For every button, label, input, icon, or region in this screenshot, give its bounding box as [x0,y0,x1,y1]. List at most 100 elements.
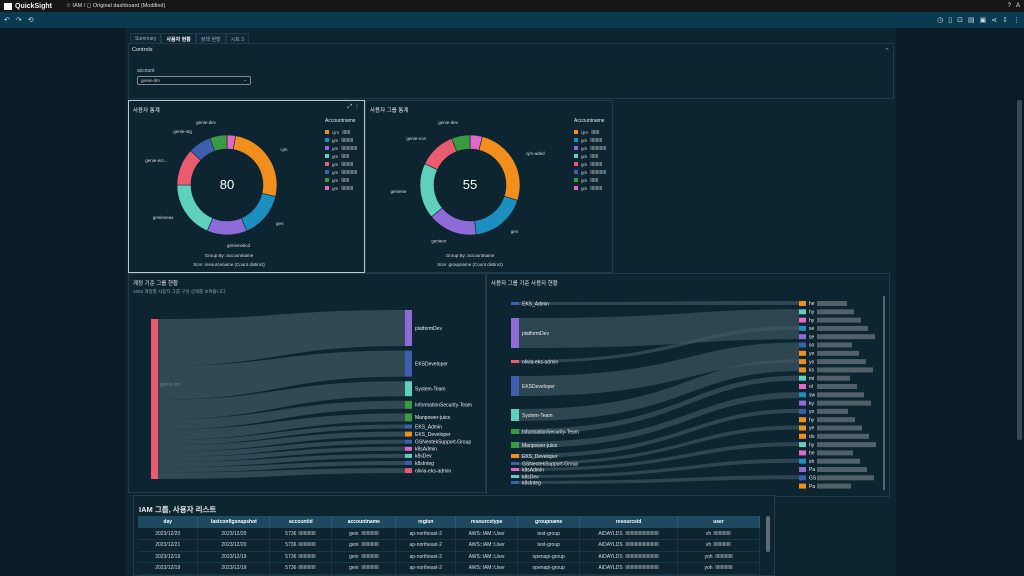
legend-item[interactable]: gm [325,184,357,192]
sankey2-flow[interactable] [519,408,799,458]
sankey1-flow[interactable] [158,439,405,457]
download-icon[interactable]: ⇩ [1002,17,1008,24]
donut-slice[interactable] [240,192,277,232]
sankey2-user-node[interactable] [799,309,806,315]
account-select[interactable]: genie-dm ⌄ [137,76,251,85]
redo-icon[interactable]: ↷ [15,17,22,24]
visual-menu-icon[interactable]: ⤢ ⋮ [347,104,360,110]
sankey2-flow[interactable] [519,309,799,348]
sankey1-flow[interactable] [158,453,405,468]
schedule-icon[interactable]: ◷ [937,17,944,24]
sankey2-group-node[interactable] [511,318,519,348]
sankey2-flow[interactable] [519,375,799,434]
sankey2-group-node[interactable] [511,360,519,363]
legend-item[interactable]: gm [574,176,606,184]
legend-item[interactable]: gm [325,136,357,144]
column-header-accountid[interactable]: accountid [269,516,333,528]
sankey2-user-node[interactable] [799,392,806,398]
sankey2-group-node[interactable] [511,429,519,434]
column-header-day[interactable]: day [138,516,199,528]
sankey1-flow[interactable] [158,424,405,446]
tab-user-status[interactable]: 사용자 현황 [161,33,196,43]
sankey1-target-node[interactable] [405,310,412,346]
sankey2-flow[interactable] [519,392,799,448]
sankey2-user-node[interactable] [799,483,806,489]
sankey2-group-node[interactable] [511,302,519,305]
sankey2-group-node[interactable] [511,481,519,484]
sankey2-user-node[interactable] [799,417,806,423]
sankey2-group-node[interactable] [511,468,519,471]
sankey2-user-node[interactable] [799,317,806,323]
sankey1-target-node[interactable] [405,431,412,437]
legend-item[interactable]: gm [574,136,606,144]
save-icon[interactable]: ▣ [979,17,987,24]
group-stats-panel[interactable]: 사용자 그룹 통계 55 cjm-aded gen genieor geniene ge… [365,100,613,273]
print-icon[interactable]: ▤ [968,17,975,24]
legend-item[interactable]: cjm [574,128,606,136]
legend-item[interactable]: gm [574,184,606,192]
sankey2-user-node[interactable] [799,334,806,340]
sankey2-user-node[interactable] [799,301,806,306]
donut-slice[interactable] [206,217,248,236]
page-scrollbar[interactable] [1017,100,1022,440]
donut-slice[interactable] [176,184,214,232]
sankey1-flow[interactable] [158,310,405,366]
group-user-sankey-panel[interactable]: 사용자 그룹 기준 사용자 현황 EKS_Admin platformDev oli… [486,273,890,497]
sankey2-user-node[interactable] [799,475,806,481]
sankey2-user-node[interactable] [799,467,806,472]
legend-item[interactable]: gm [325,168,358,176]
legend-item[interactable]: gm [574,168,607,176]
sankey1-flow[interactable] [158,431,405,452]
column-header-groupname[interactable]: groupname [517,516,581,528]
sankey2-user-node[interactable] [799,458,806,464]
help-icon[interactable]: ? [1007,3,1011,9]
sankey2-user-node[interactable] [799,400,806,406]
column-header-region[interactable]: region [395,516,457,528]
donut-slice[interactable] [232,135,278,197]
sankey1-flow[interactable] [158,468,405,479]
table-row[interactable]: 2023/12/19 2023/12/19 5736 geni ap-northeast… [138,551,760,563]
account-group-sankey-panel[interactable]: 계정 기준 그룹 현황 AWS 계정별 사용자 그룹 구성 상태를 보여줍니다.… [128,273,486,493]
sankey1-target-node[interactable] [405,461,412,465]
tab-policy-status[interactable]: 정책 현황 [195,33,226,43]
sankey2-user-node[interactable] [799,342,806,348]
table-row[interactable]: 2023/12/19 2023/12/19 5736 geni ap-northeast… [138,562,760,575]
sankey1-flow[interactable] [158,446,405,463]
undo-icon[interactable]: ↶ [4,17,10,24]
sankey1-target-node[interactable] [405,381,412,397]
sankey2-user-node[interactable] [799,325,806,331]
reset-icon[interactable]: ⟲ [27,17,34,24]
column-header-resourceid[interactable]: resourceid [579,516,679,528]
donut-slice[interactable] [478,136,521,201]
legend-item[interactable]: gm [574,152,606,160]
sankey2-group-node[interactable] [511,475,519,478]
legend-item[interactable]: gm [325,144,358,152]
sankey1-flow[interactable] [158,413,405,440]
table-row[interactable]: 2023/12/20 2023/12/20 5736 geni ap-northeast… [138,528,760,540]
sankey2-user-node[interactable] [799,359,806,365]
collapse-icon[interactable]: ⌃ [884,48,890,55]
sankey2-flow[interactable] [519,442,799,471]
sankey2-flow[interactable] [519,325,799,363]
threshold-icon[interactable]: ⊡ [957,17,963,24]
sankey1-source-node[interactable] [151,319,158,479]
sankey2-flow[interactable] [519,301,799,305]
donut-slice[interactable] [424,138,458,171]
donut-slice[interactable] [419,163,443,218]
quicksight-logo[interactable]: QuickSight [4,2,52,10]
column-header-resourcetype[interactable]: resourcetype [455,516,519,528]
legend-item[interactable]: gm [574,144,607,152]
donut-slice[interactable] [209,134,228,152]
sankey2-group-node[interactable] [511,409,519,421]
sankey2-group-node[interactable] [511,376,519,396]
breadcrumb[interactable]: ☆ IAM / ◻ Original dashboard (Modified) [65,3,166,9]
legend-item[interactable]: gm [574,160,606,168]
legend-item[interactable]: gm [325,176,357,184]
sankey1-target-node[interactable] [405,468,412,474]
donut-slice[interactable] [451,134,471,152]
sankey1-target-node[interactable] [405,439,412,444]
legend-item[interactable]: gm [325,160,357,168]
tab-sheet3[interactable]: 시트 3 [225,33,249,43]
sankey2-user-node[interactable] [799,350,806,356]
sankey2-flow[interactable] [519,425,799,466]
